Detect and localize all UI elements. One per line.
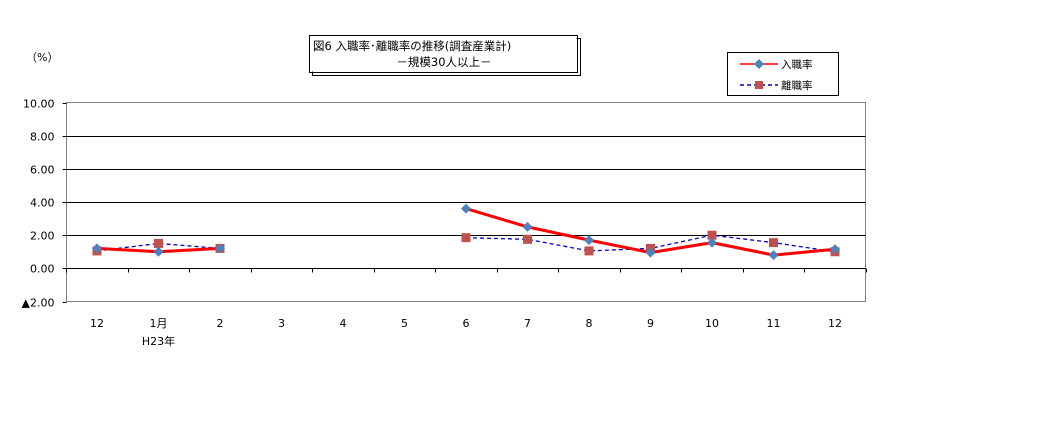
data-point-1 bbox=[769, 238, 778, 248]
legend-square-icon bbox=[755, 81, 763, 89]
chart-subtitle: －規模30人以上－ bbox=[396, 55, 491, 69]
legend: 入職率 離職率 bbox=[727, 52, 839, 96]
x-tick-label: 12 bbox=[90, 317, 104, 330]
data-point-0 bbox=[461, 203, 471, 214]
y-tick-label: 2.00 bbox=[30, 230, 55, 243]
x-tick-label: 5 bbox=[401, 317, 408, 330]
data-point-0 bbox=[645, 247, 656, 258]
data-point-0 bbox=[584, 235, 594, 246]
chart-title: 図6 入職率･離職率の推移(調査産業計) bbox=[313, 39, 511, 53]
x-axis-ticks: 12 1月 H23年 2 3 4 5 6 7 8 9 10 11 12 bbox=[66, 268, 867, 348]
y-tick-label: 4.00 bbox=[30, 197, 55, 210]
x-tick-label: 9 bbox=[647, 317, 654, 330]
y-tick-label: 6.00 bbox=[30, 164, 55, 177]
x-tick-sublabel: H23年 bbox=[142, 334, 175, 348]
y-axis-ticks: 10.00 8.00 6.00 4.00 2.00 0.00 ▲2.00 bbox=[22, 98, 67, 310]
legend-item-1: 離職率 bbox=[740, 79, 813, 92]
x-tick-label: 8 bbox=[586, 317, 593, 330]
legend-label-1: 離職率 bbox=[781, 79, 813, 92]
x-tick-label: 11 bbox=[767, 317, 781, 330]
y-tick-label: 8.00 bbox=[30, 131, 55, 144]
data-point-0 bbox=[153, 246, 164, 257]
data-point-0 bbox=[830, 244, 840, 255]
data-point-0 bbox=[215, 243, 225, 254]
legend-item-0: 入職率 bbox=[740, 58, 813, 71]
series-lines bbox=[96, 207, 836, 257]
x-tick-label: 4 bbox=[340, 317, 347, 330]
legend-label-0: 入職率 bbox=[781, 58, 813, 71]
data-point-0 bbox=[522, 221, 533, 232]
data-point-1 bbox=[523, 234, 532, 244]
data-point-1 bbox=[707, 230, 717, 240]
y-tick-label: 10.00 bbox=[23, 98, 55, 111]
x-tick-label: 1月 bbox=[150, 317, 168, 330]
data-point-0 bbox=[768, 250, 779, 261]
data-point-0 bbox=[92, 243, 102, 254]
x-tick-label: 10 bbox=[705, 317, 719, 330]
y-tick-label: ▲2.00 bbox=[22, 297, 55, 310]
data-point-0 bbox=[707, 237, 717, 248]
x-tick-label: 3 bbox=[278, 317, 285, 330]
data-point-1 bbox=[154, 238, 163, 248]
series-markers bbox=[92, 203, 840, 261]
x-tick-label: 7 bbox=[524, 317, 531, 330]
data-point-1 bbox=[584, 246, 594, 256]
x-tick-label: 6 bbox=[463, 317, 470, 330]
data-point-1 bbox=[461, 233, 471, 243]
x-tick-label: 2 bbox=[217, 317, 224, 330]
chart-title-box: 図6 入職率･離職率の推移(調査産業計) －規模30人以上－ bbox=[309, 35, 581, 76]
x-tick-label: 12 bbox=[828, 317, 842, 330]
y-axis-label: （%） bbox=[26, 51, 58, 64]
legend-diamond-icon bbox=[754, 59, 764, 69]
y-tick-label: 0.00 bbox=[30, 263, 55, 276]
